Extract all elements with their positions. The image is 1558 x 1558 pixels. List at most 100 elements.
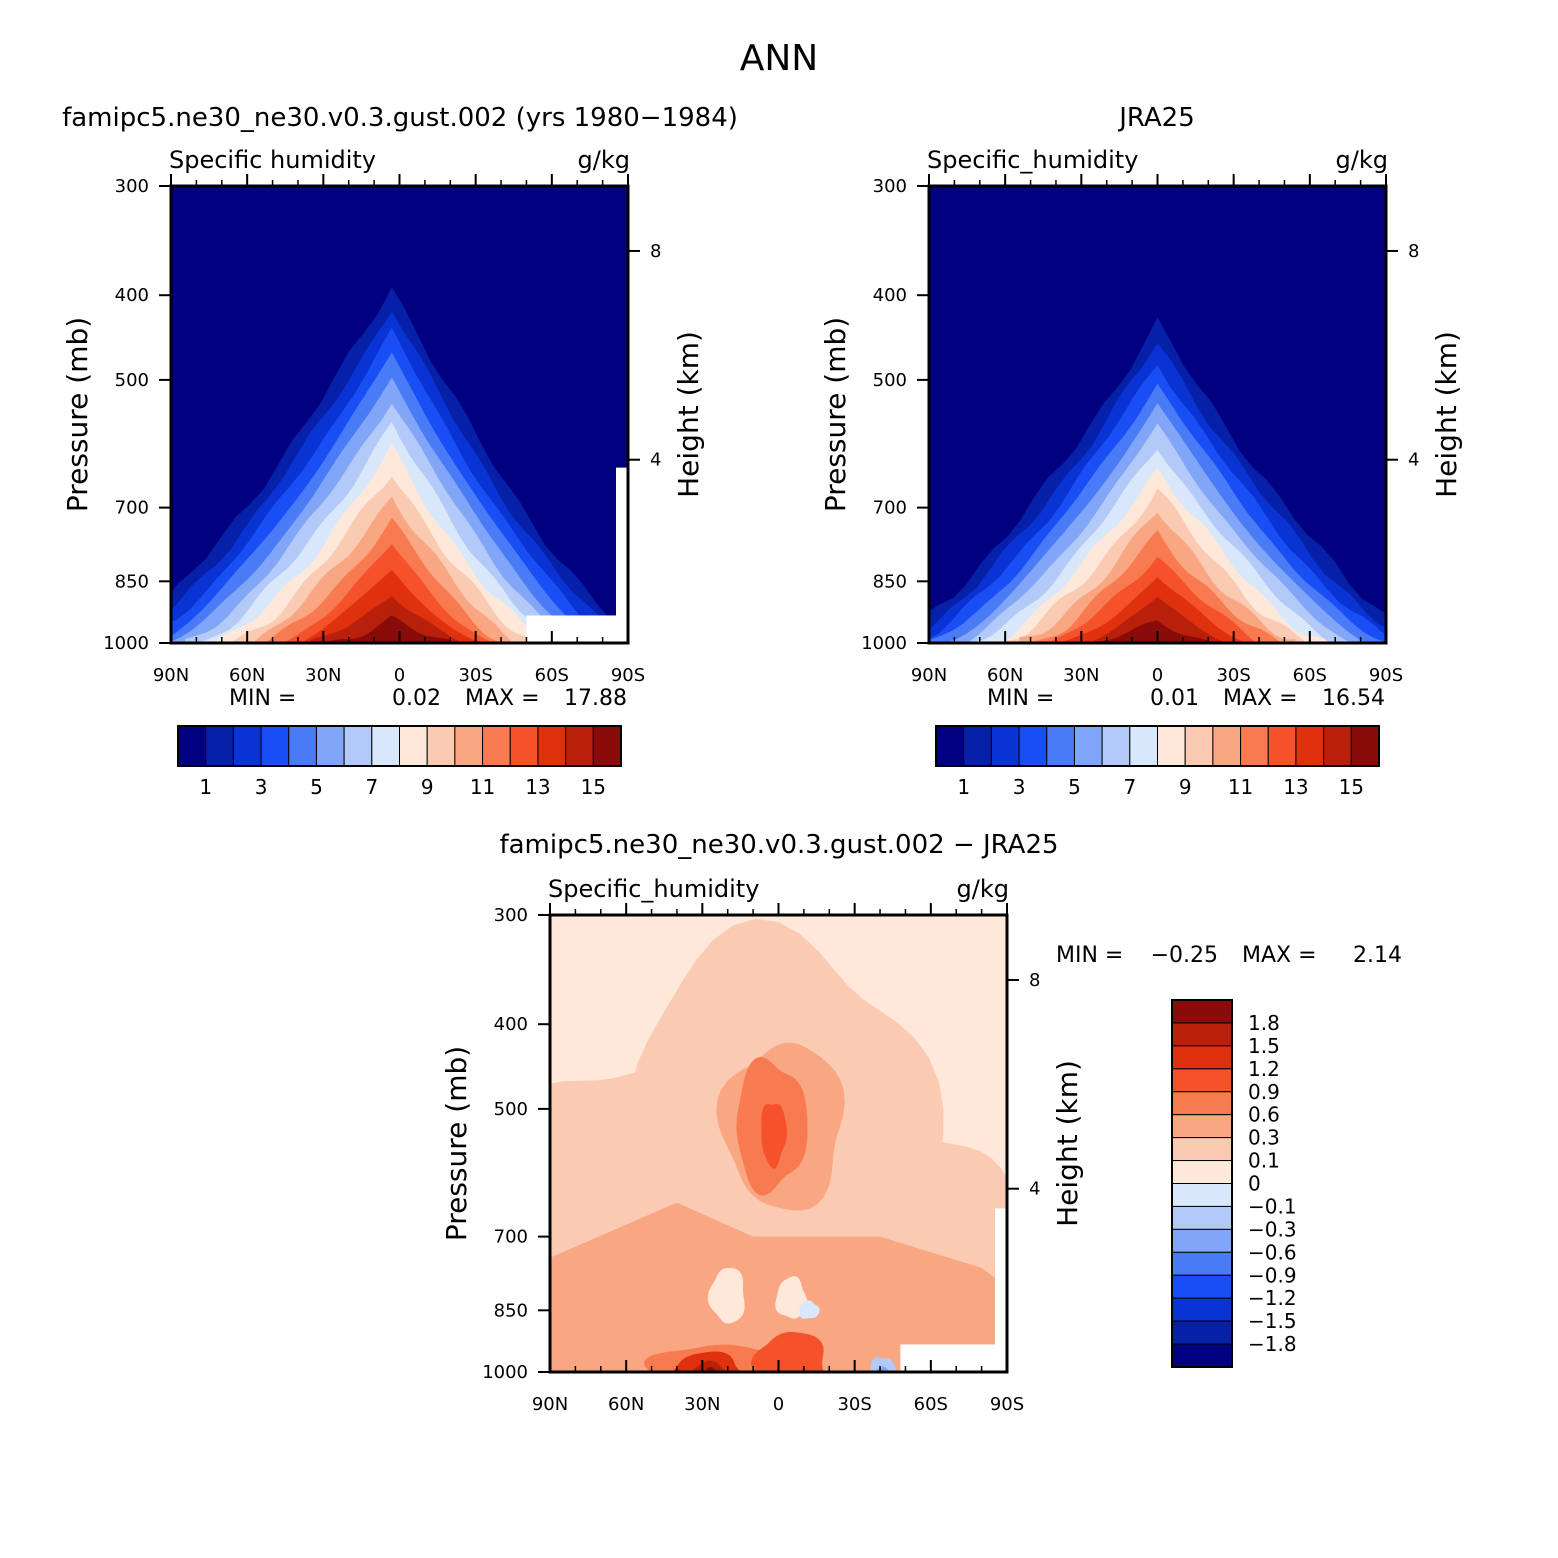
colorbar-swatch (177, 725, 207, 767)
colorbar-label: −0.9 (1248, 1263, 1297, 1287)
x-tick-label: 90S (990, 1394, 1024, 1415)
colorbar-swatch (1171, 1274, 1233, 1299)
band-1.8 (692, 1360, 728, 1372)
x-tick-label: 60S (914, 1394, 948, 1415)
variable-label: Specific humidity (169, 146, 376, 174)
colorbar-swatch (371, 725, 400, 767)
colorbar-swatch (482, 725, 511, 767)
colorbar-label: 0.6 (1248, 1103, 1280, 1127)
min-label: MIN = (1056, 943, 1123, 968)
colorbar-label: 5 (310, 775, 323, 799)
x-tick-label: 30S (458, 665, 492, 686)
colorbar-frame (1171, 999, 1233, 1368)
panel-obs: JRA25 Specific_humidity g/kg 90N 60N 30N 0 30S 6… (819, 103, 1463, 799)
colorbar-label: 7 (1123, 775, 1136, 799)
y-tick-label: 850 (494, 1300, 528, 1321)
panel-title: famipc5.ne30_ne30.v0.3.gust.002 − JRA25 (499, 830, 1058, 860)
x-tick-label: 30S (1216, 665, 1250, 686)
colorbar-swatch (1171, 1297, 1233, 1322)
colorbar-swatch (1171, 1183, 1233, 1207)
colorbar-label: 15 (1339, 775, 1364, 799)
colorbar-label: 1 (199, 775, 212, 799)
band-neg-0.6 (876, 1366, 889, 1372)
colorbar-swatch (592, 725, 622, 767)
x-tick-label: 90N (532, 1394, 568, 1415)
colorbar-swatch (1295, 725, 1325, 767)
x-tick-label: 60S (1293, 665, 1327, 686)
colorbar-swatch (288, 725, 317, 767)
contour-group (550, 915, 1007, 1372)
band-0.6 (550, 1202, 1007, 1372)
colorbar-swatch (232, 725, 262, 767)
y2-tick-label: 4 (1029, 1179, 1040, 1200)
units-label: g/kg (578, 146, 630, 174)
max-value: 17.88 (564, 686, 627, 711)
panel-difference: famipc5.ne30_ne30.v0.3.gust.002 − JRA25 S… (440, 830, 1402, 1415)
contour-band (1094, 620, 1216, 643)
band-0.1 (775, 1276, 808, 1319)
y-tick-label: 1000 (103, 633, 149, 654)
x-tick-label: 60S (535, 665, 569, 686)
colorbar-swatch (1267, 725, 1297, 767)
max-label: MAX = (1242, 943, 1317, 968)
colorbar-swatch (1350, 725, 1380, 767)
y-tick-label: 1000 (482, 1362, 528, 1383)
colorbar-swatch (1171, 1205, 1233, 1230)
x-tick-label: 60N (608, 1394, 644, 1415)
max-value: 2.14 (1353, 943, 1402, 968)
colorbar-swatch (537, 725, 567, 767)
y-tick-label: 700 (115, 498, 149, 519)
colorbar-swatch (1046, 725, 1075, 767)
missing-data-strip (995, 1208, 1007, 1372)
page-title: ANN (740, 38, 819, 79)
colorbar-swatch (1171, 1091, 1233, 1116)
colorbar-swatch (399, 725, 428, 767)
x-tick-label: 90N (153, 665, 189, 686)
colorbar-label: 1.2 (1248, 1057, 1280, 1081)
colorbar-swatch (426, 725, 456, 767)
colorbar-swatch (260, 725, 290, 767)
colorbar-swatch (1171, 1160, 1233, 1184)
colorbar-swatch (315, 725, 345, 767)
colorbar-label: 0.9 (1248, 1080, 1280, 1104)
x-tick-label: 90S (1369, 665, 1403, 686)
y-tick-label: 400 (494, 1014, 528, 1035)
y-tick-label: 300 (115, 176, 149, 197)
x-tick-label: 30N (1063, 665, 1099, 686)
y-axis-label: Pressure (mb) (819, 317, 852, 512)
min-value: 0.01 (1150, 686, 1199, 711)
x-tick-label: 30S (837, 1394, 871, 1415)
x-tick-label: 90N (911, 665, 947, 686)
colorbar-swatch (1171, 1068, 1233, 1093)
colorbar-swatch (454, 725, 484, 767)
y-tick-label: 300 (873, 176, 907, 197)
colorbar-label: 15 (581, 775, 606, 799)
colorbar-label: 1 (957, 775, 970, 799)
colorbar-swatch (205, 725, 234, 767)
colorbar-swatch (1184, 725, 1214, 767)
colorbar-swatch (1171, 1022, 1233, 1047)
band-1.2 (751, 1332, 824, 1372)
units-label: g/kg (957, 875, 1009, 903)
colorbar-label: 9 (1179, 775, 1192, 799)
y-tick-label: 500 (494, 1099, 528, 1120)
max-label: MAX = (1223, 686, 1298, 711)
x-tick-label: 30N (684, 1394, 720, 1415)
x-tick-label: 60N (229, 665, 265, 686)
y2-tick-label: 8 (1408, 241, 1419, 262)
colorbar-swatch (509, 725, 539, 767)
band-neg-0.3 (870, 1357, 896, 1372)
colorbar-label: −1.5 (1248, 1309, 1297, 1333)
panel-title: JRA25 (1117, 103, 1195, 133)
y2-axis-label: Height (km) (1051, 1060, 1084, 1227)
missing-data-strip (616, 467, 628, 643)
colorbar-swatch (1240, 725, 1269, 767)
colorbar-label: 0.1 (1248, 1149, 1280, 1173)
min-label: MIN = (229, 686, 296, 711)
y2-tick-label: 8 (1029, 970, 1040, 991)
y-tick-label: 1000 (861, 633, 907, 654)
missing-data-region (900, 1344, 1007, 1372)
y2-tick-label: 8 (650, 241, 661, 262)
x-tick-label: 60N (987, 665, 1023, 686)
